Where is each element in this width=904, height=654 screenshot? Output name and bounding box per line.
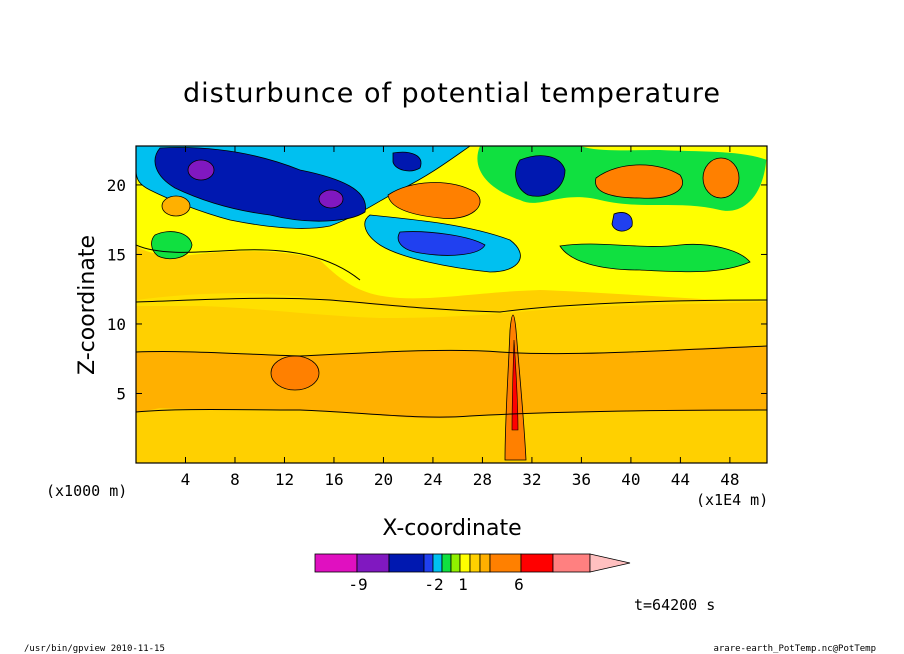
plot-frame <box>135 145 768 464</box>
colorbar-swatch <box>388 553 425 573</box>
colorbar <box>314 553 631 573</box>
contour-line-2 <box>136 345 767 357</box>
colorbar-swatch <box>314 553 358 573</box>
x-axis-label: X-coordinate <box>382 516 521 541</box>
colorbar-label: -2 <box>424 575 443 594</box>
y-tick-label: 15 <box>107 245 126 264</box>
fill-orange-high-2 <box>595 164 683 199</box>
fill-orange-high-3 <box>702 157 740 199</box>
footer-left: /usr/bin/gpview 2010-11-15 <box>24 644 165 654</box>
fill-orange-high-1 <box>387 182 481 219</box>
fill-yellow-rim <box>580 146 767 160</box>
fill-purple-min-1 <box>187 159 215 181</box>
x-tick-label: 40 <box>621 470 640 489</box>
colorbar-swatch <box>356 553 390 573</box>
fill-blue-spot <box>611 212 633 232</box>
colorbar-label: 6 <box>514 575 524 594</box>
colorbar-swatch <box>450 553 461 573</box>
colorbar-arrow <box>589 553 631 573</box>
fill-blue-low-mid <box>397 231 486 256</box>
fill-orange-band <box>136 346 767 419</box>
colorbar-swatch <box>469 553 481 573</box>
colorbar-swatch <box>432 553 443 573</box>
colorbar-label: 1 <box>458 575 468 594</box>
x-tick-label: 12 <box>275 470 294 489</box>
y-tick-label: 5 <box>116 384 126 403</box>
x-tick-label: 48 <box>720 470 739 489</box>
x-unit-right: (x1E4 m) <box>696 491 768 509</box>
y-tick-label: 10 <box>107 315 126 334</box>
y-axis-label: Z-coordinate <box>75 235 100 375</box>
colorbar-swatch <box>520 553 554 573</box>
contour-fill-layer <box>136 146 767 463</box>
fill-purple-min-2 <box>318 189 344 209</box>
fill-orange-blob <box>270 355 320 391</box>
time-label: t=64200 s <box>634 596 715 614</box>
x-tick-label: 24 <box>423 470 442 489</box>
fill-green-patch <box>151 231 193 260</box>
y-axis-ticks: 5 10 15 20 <box>107 176 767 403</box>
contour-line-1 <box>136 297 767 313</box>
fill-blue-low-right <box>515 155 566 197</box>
fill-green-right <box>559 243 751 273</box>
colorbar-swatch <box>552 553 591 573</box>
footer-right: arare-earth_PotTemp.nc@PotTemp <box>713 644 876 654</box>
colorbar-labels: -9 -2 1 6 <box>348 575 523 594</box>
colorbar-label: -9 <box>348 575 367 594</box>
fill-mid-band <box>136 293 767 318</box>
colorbar-swatch <box>489 553 522 573</box>
x-tick-label: 44 <box>671 470 690 489</box>
colorbar-swatch <box>459 553 471 573</box>
x-tick-label: 36 <box>572 470 591 489</box>
x-tick-label: 16 <box>324 470 343 489</box>
colorbar-swatch <box>479 553 491 573</box>
contour-line-3 <box>136 409 767 418</box>
fill-orange-high-4 <box>161 195 191 217</box>
x-tick-label: 28 <box>473 470 492 489</box>
colorbar-swatch <box>441 553 452 573</box>
contour-line-4 <box>136 244 361 281</box>
x-tick-label: 4 <box>181 470 191 489</box>
colorbar-swatch <box>423 553 434 573</box>
x-tick-label: 32 <box>522 470 541 489</box>
chart-title: disturbunce of potential temperature <box>183 78 721 109</box>
x-tick-label: 8 <box>230 470 240 489</box>
x-unit-left: (x1000 m) <box>46 482 127 500</box>
fill-plume-core <box>511 339 519 431</box>
fill-blue-small <box>392 151 422 172</box>
x-tick-label: 20 <box>374 470 393 489</box>
x-axis-ticks: 4 8 12 16 20 24 28 32 36 40 44 48 <box>181 146 740 489</box>
y-tick-label: 20 <box>107 176 126 195</box>
